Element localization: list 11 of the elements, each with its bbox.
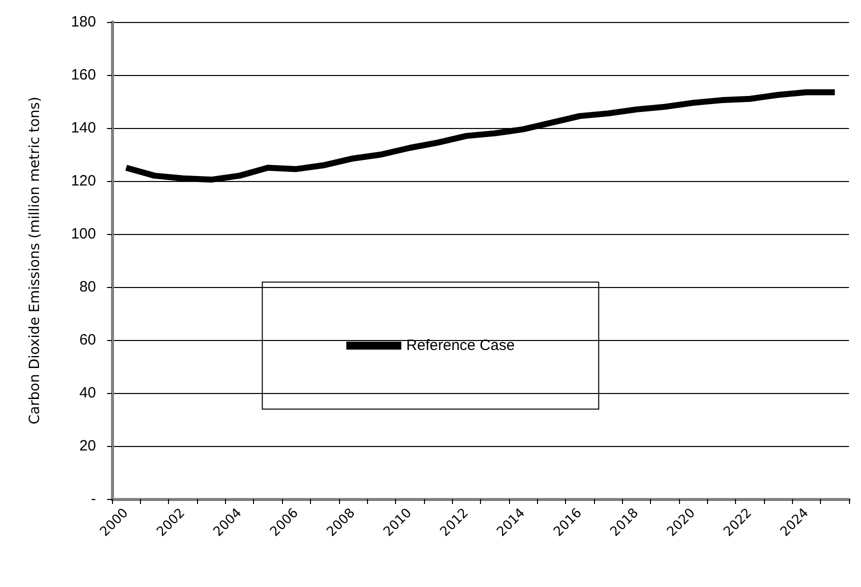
y-tick-label: 40 [79, 384, 96, 402]
y-tick-label: - [91, 490, 96, 508]
y-tick-label: 60 [79, 332, 96, 348]
y-tick-label: 180 [70, 14, 96, 30]
y-axis-title: Carbon Dioxide Emissions (million metric tons) [27, 96, 43, 424]
y-tick-label: 160 [70, 66, 96, 84]
y-tick-label: 80 [79, 278, 96, 296]
y-tick-label: 20 [79, 438, 96, 454]
y-tick-label: 100 [70, 226, 96, 242]
y-tick-label: 120 [70, 172, 96, 190]
y-tick-label: 140 [70, 120, 96, 136]
